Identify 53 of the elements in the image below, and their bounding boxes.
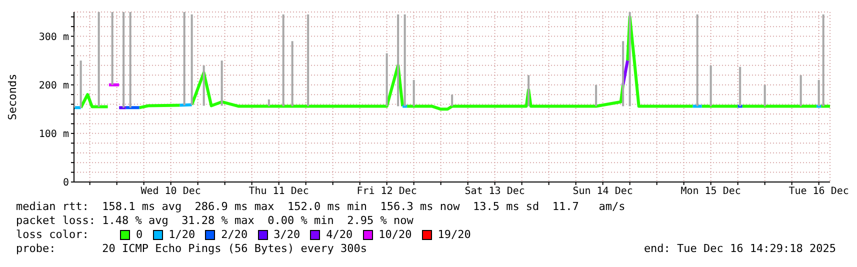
legend-label: 4/20 <box>325 228 353 242</box>
bar <box>183 12 186 106</box>
bar <box>412 80 415 106</box>
x-tick-label: Thu 11 Dec <box>248 186 309 198</box>
bar <box>397 14 400 106</box>
x-tick-label: Sat 13 Dec <box>464 186 525 198</box>
bar <box>822 14 824 106</box>
bar <box>739 66 742 106</box>
x-tick-label: Fri 12 Dec <box>356 186 417 198</box>
legend-label: 1/20 <box>168 228 196 242</box>
y-axis-title: Seconds <box>6 74 19 120</box>
x-tick-label: Tue 16 Dec <box>788 186 849 198</box>
bar <box>628 12 631 106</box>
bar <box>307 14 310 106</box>
x-tick-label: Sun 14 Dec <box>572 186 633 198</box>
bar <box>386 53 388 106</box>
bar <box>291 41 294 106</box>
text: packet loss: 1.48 % avg 31.28 % max 0.00 % min 2.95 % now <box>16 214 414 228</box>
bar <box>268 99 270 106</box>
bar <box>818 80 820 106</box>
y-tick-label: 100 m <box>38 128 69 140</box>
legend-label: 2/20 <box>220 228 248 242</box>
bar <box>595 84 598 106</box>
bar <box>190 14 193 105</box>
x-tick-label: Mon 15 Dec <box>680 186 741 198</box>
text: end: Tue Dec 16 14:29:18 2025 <box>644 242 836 256</box>
y-tick-label: 0 <box>62 178 69 189</box>
y-tick-label: 200 m <box>38 80 69 92</box>
bar <box>220 60 223 106</box>
bar <box>98 12 100 107</box>
bar <box>764 84 766 106</box>
bar <box>622 41 624 106</box>
legend-label: 3/20 <box>272 228 300 242</box>
bar <box>282 14 284 106</box>
bar <box>710 65 712 106</box>
bar <box>451 94 454 106</box>
bar <box>404 14 406 106</box>
legend-label: 0 <box>135 228 143 242</box>
text: probe: 20 ICMP Echo Pings (56 Bytes) every 300s <box>16 242 367 256</box>
x-tick-label: Wed 10 Dec <box>140 186 201 198</box>
bar <box>129 12 132 108</box>
y-tick-label: 300 m <box>38 32 69 43</box>
bar <box>122 12 125 108</box>
bar <box>111 12 114 85</box>
bar <box>800 75 802 106</box>
bar <box>528 75 530 106</box>
text: median rtt: 158.1 ms avg 286.9 ms max 152.0 ms min 156.3 ms now 13.5 ms sd 11.7 am/s <box>16 200 626 214</box>
bar <box>696 14 698 106</box>
legend-title: loss color: <box>16 228 90 242</box>
bar <box>202 65 205 106</box>
legend-label: 10/20 <box>378 228 412 242</box>
bar <box>80 60 82 108</box>
legend-label: 19/20 <box>436 228 471 242</box>
